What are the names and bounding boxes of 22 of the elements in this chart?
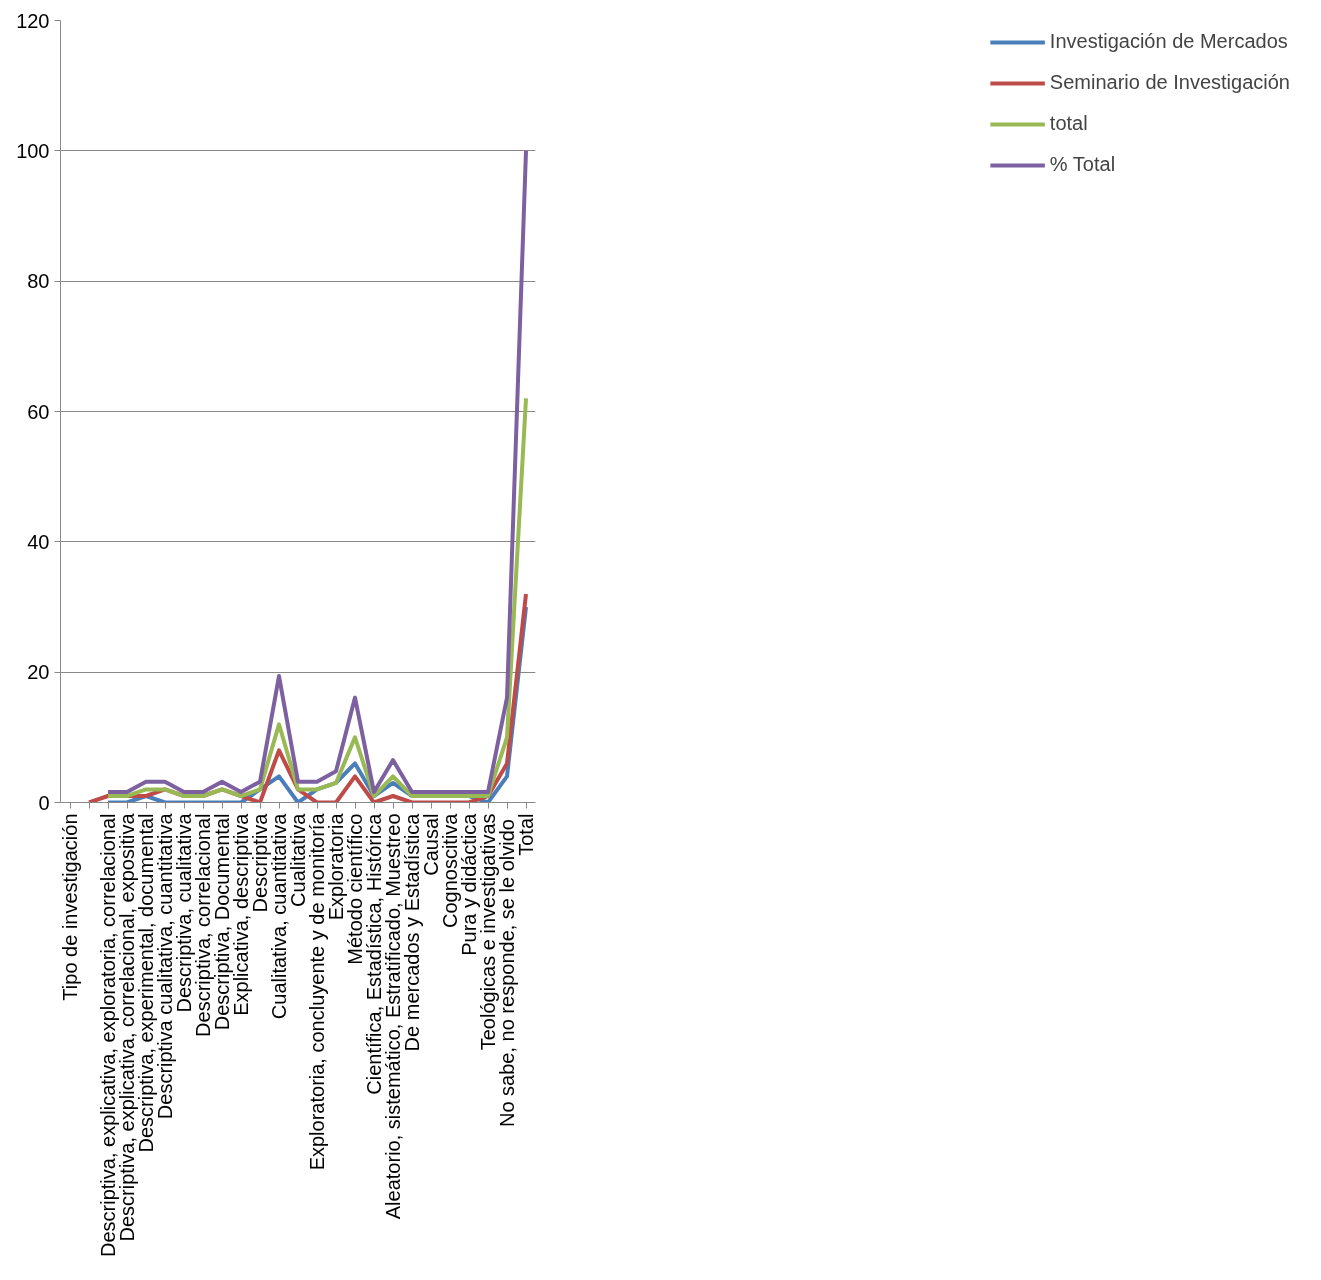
legend-label: Investigación de Mercados xyxy=(1049,30,1288,53)
x-tick-label: Científica, Estadística, Histórica xyxy=(363,812,385,1095)
line-series xyxy=(106,396,528,798)
x-tick-label: Cognoscitiva xyxy=(439,812,461,928)
legend-label: total xyxy=(1049,112,1088,135)
x-tick-label: Causal xyxy=(420,813,442,876)
y-tick-label: 40 xyxy=(27,530,50,553)
x-tick-label: Exploratoria, concluyente y de monitoría xyxy=(306,812,328,1171)
x-tick-label: Tipo de investigación xyxy=(59,813,81,1001)
legend-label: % Total xyxy=(1049,153,1116,176)
y-tick-label: 20 xyxy=(27,661,50,684)
x-tick-label: Descriptiva, explicativa, exploratoria, correlacional xyxy=(97,813,119,1258)
y-tick-label: 120 xyxy=(16,9,50,32)
y-tick-label: 80 xyxy=(27,270,50,293)
line-series xyxy=(106,148,528,795)
x-tick-label: Cualitativa xyxy=(287,812,309,907)
y-tick-label: 60 xyxy=(27,400,50,423)
x-tick-label: Exploratoria xyxy=(325,812,347,921)
y-tick-label: 100 xyxy=(16,139,50,162)
y-tick-label: 0 xyxy=(38,791,50,814)
legend-label: Seminario de Investigación xyxy=(1049,71,1290,94)
x-tick-label: Total xyxy=(515,813,537,856)
